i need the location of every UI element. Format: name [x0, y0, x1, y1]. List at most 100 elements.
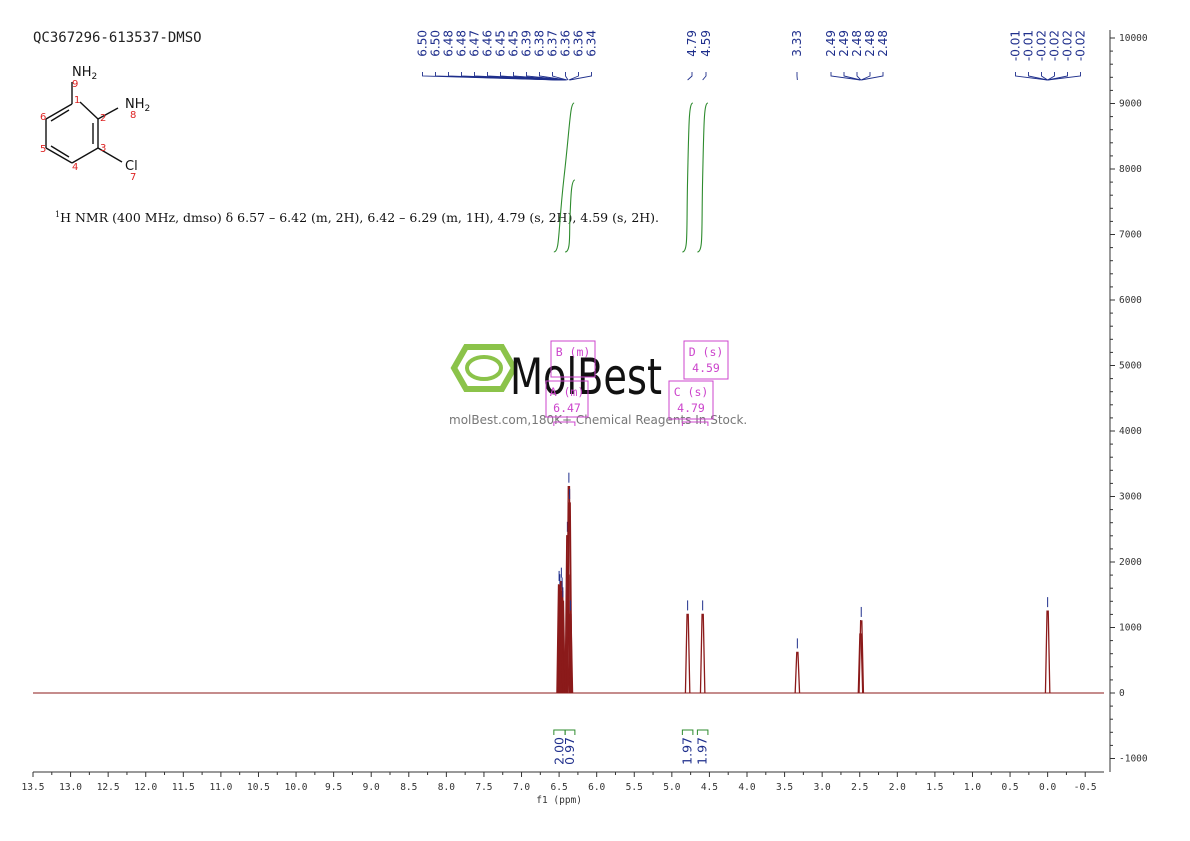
x-tick-label: 12.5: [97, 782, 120, 793]
spectrum-peak: [684, 613, 691, 694]
peak-label-leader: [856, 72, 862, 81]
multiplet-range: [553, 421, 576, 426]
peak-label-leader: [539, 72, 567, 81]
spectrum-peak: [560, 600, 566, 694]
x-tick-label: 8.0: [438, 782, 455, 793]
y-tick-label: 6000: [1119, 295, 1142, 306]
x-tick-label: 3.0: [814, 782, 831, 793]
peak-label: 6.36: [572, 30, 586, 57]
bond: [97, 147, 123, 163]
peak-label-leader: [565, 72, 569, 81]
peak-label: 6.50: [429, 30, 443, 57]
peak-label-leader: [687, 72, 693, 81]
integral-curve: [697, 102, 709, 253]
y-tick-label: -1000: [1119, 754, 1148, 765]
integral-bracket: [564, 729, 576, 735]
nmr-superscript: 1: [55, 210, 61, 219]
peak-label-leader: [1041, 72, 1048, 81]
nmr-description-text: H NMR (400 MHz, dmso) δ 6.57 – 6.42 (m, …: [60, 210, 660, 226]
peak-label: 6.37: [546, 30, 560, 57]
atom-number: 9: [72, 79, 78, 90]
x-tick-label: 6.5: [551, 782, 568, 793]
integral-curve: [553, 102, 575, 253]
x-tick-label: 9.5: [325, 782, 342, 793]
peak-label: 2.49: [837, 30, 851, 57]
x-tick-label: -0.5: [1074, 782, 1097, 793]
bond: [45, 103, 73, 120]
bond: [79, 101, 99, 120]
peak-label: 6.45: [507, 30, 521, 57]
bond: [50, 109, 70, 122]
peak-label-leader: [1015, 72, 1048, 81]
y-tick-label: 9000: [1119, 99, 1142, 110]
peak-label-leader: [843, 72, 861, 81]
peak-label: 2.48: [876, 30, 890, 57]
peak-label-leader: [526, 72, 566, 81]
multiplet-letter: D (s): [689, 345, 724, 359]
spectrum-peak: [699, 613, 706, 694]
peak-label-leader: [860, 72, 871, 81]
atom-subscript: 2: [92, 72, 98, 82]
peak-label-leader: [1047, 72, 1081, 81]
bond: [97, 107, 119, 120]
x-tick-label: 8.5: [400, 782, 417, 793]
x-tick-label: 4.5: [701, 782, 718, 793]
y-tick-label: 2000: [1119, 557, 1142, 568]
x-tick-label: 9.0: [363, 782, 380, 793]
peak-label: 2.49: [824, 30, 838, 57]
multiplet-box: [683, 340, 729, 380]
x-tick-label: 4.0: [738, 782, 755, 793]
bond: [45, 147, 73, 164]
x-tick-label: 11.5: [172, 782, 195, 793]
spectrum-peak: [794, 651, 801, 694]
peak-label: -0.02: [1061, 30, 1075, 61]
peak-label-leader: [702, 72, 707, 81]
integral-value: 2.00: [551, 737, 566, 765]
y-tick-label: 1000: [1119, 623, 1142, 634]
peak-label: 3.33: [790, 30, 804, 57]
spectrum-peak: [858, 620, 865, 694]
x-tick-label: 0.5: [1001, 782, 1018, 793]
peak-label-leader: [513, 72, 565, 81]
peak-label: -0.01: [1009, 30, 1023, 61]
peak-label: -0.01: [1022, 30, 1036, 61]
bond: [50, 145, 70, 158]
spectrum-peak: [1044, 610, 1051, 694]
peak-label: 6.36: [559, 30, 573, 57]
y-tick-label: 8000: [1119, 164, 1142, 175]
y-tick-label: 3000: [1119, 492, 1142, 503]
peak-label-leader: [568, 72, 579, 81]
atom-label: NH2: [125, 97, 150, 114]
bond: [71, 147, 99, 164]
x-tick-label: 6.0: [588, 782, 605, 793]
integral-curve: [682, 102, 694, 253]
integral-value: 0.97: [562, 737, 577, 765]
peak-label-leader: [569, 72, 592, 81]
peak-label: 6.45: [494, 30, 508, 57]
x-tick-label: 13.5: [22, 782, 45, 793]
watermark-tagline: molBest.com,180K+ Chemical Reagents In S…: [449, 413, 748, 427]
x-tick-label: 1.0: [964, 782, 981, 793]
ring-number: 2: [100, 113, 106, 124]
ring-number: 1: [74, 95, 80, 106]
integral-value: 1.97: [695, 737, 710, 765]
multiplet-letter: B (m): [556, 345, 591, 359]
y-tick-label: 4000: [1119, 426, 1142, 437]
ring-number: 5: [40, 144, 46, 155]
peak-label: 6.46: [481, 30, 495, 57]
sample-title: QC367296-613537-DMSO: [33, 30, 202, 46]
peak-label: 6.39: [520, 30, 534, 57]
peak-label-leader: [552, 72, 568, 81]
peak-label: 6.48: [442, 30, 456, 57]
peak-label: -0.02: [1048, 30, 1062, 61]
multiplet-letter: A (m): [550, 385, 585, 399]
atom-number: 7: [130, 172, 136, 183]
atom-number: 8: [130, 110, 136, 121]
atom-label: Cl: [125, 159, 138, 174]
peak-label: 4.59: [699, 30, 713, 57]
x-tick-label: 5.5: [626, 782, 643, 793]
peak-label: 6.47: [468, 30, 482, 57]
logo-ring-icon: [465, 355, 503, 381]
y-tick-label: 7000: [1119, 230, 1142, 241]
